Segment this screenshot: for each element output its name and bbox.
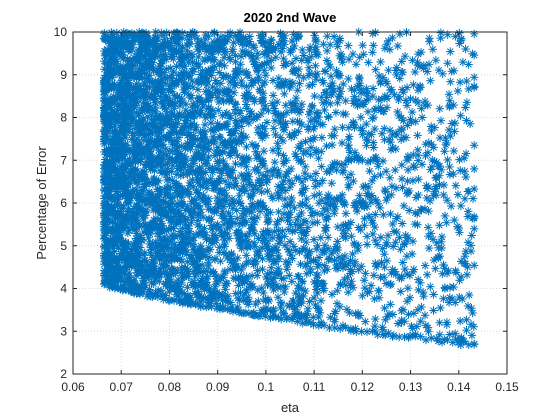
data-point — [102, 175, 112, 184]
data-points — [100, 27, 479, 350]
x-tick-label: 0.13 — [399, 380, 423, 394]
y-tick-label: 5 — [60, 239, 67, 253]
y-tick-label: 10 — [54, 25, 68, 39]
x-tick-label: 0.09 — [206, 380, 230, 394]
data-point — [108, 207, 118, 216]
data-point — [103, 74, 112, 83]
y-tick-label: 2 — [60, 367, 67, 381]
data-point — [109, 64, 118, 74]
x-tick-label: 0.08 — [158, 380, 182, 394]
data-point — [470, 29, 479, 39]
y-tick-label: 8 — [60, 111, 67, 125]
y-tick-label: 7 — [60, 153, 67, 167]
x-axis-label: eta — [281, 400, 300, 415]
data-point — [110, 135, 119, 144]
data-point — [100, 279, 109, 288]
x-tick-label: 0.11 — [303, 380, 326, 394]
data-point — [108, 43, 117, 52]
data-point — [109, 55, 119, 64]
data-point — [107, 108, 117, 117]
x-tick-label: 0.14 — [447, 380, 471, 394]
data-point — [103, 190, 113, 199]
y-axis-label: Percentage of Error — [34, 146, 49, 260]
x-tick-label: 0.15 — [495, 380, 519, 394]
data-point — [108, 82, 117, 92]
x-tick-label: 0.1 — [258, 380, 275, 394]
x-tick-label: 0.12 — [351, 380, 375, 394]
y-tick-label: 3 — [60, 324, 67, 338]
x-tick-label: 0.07 — [110, 380, 134, 394]
y-tick-label: 6 — [60, 196, 67, 210]
x-tick-label: 0.06 — [61, 380, 85, 394]
chart-title: 2020 2nd Wave — [244, 10, 337, 25]
y-tick-label: 4 — [60, 282, 67, 296]
y-tick-label: 9 — [60, 68, 67, 82]
